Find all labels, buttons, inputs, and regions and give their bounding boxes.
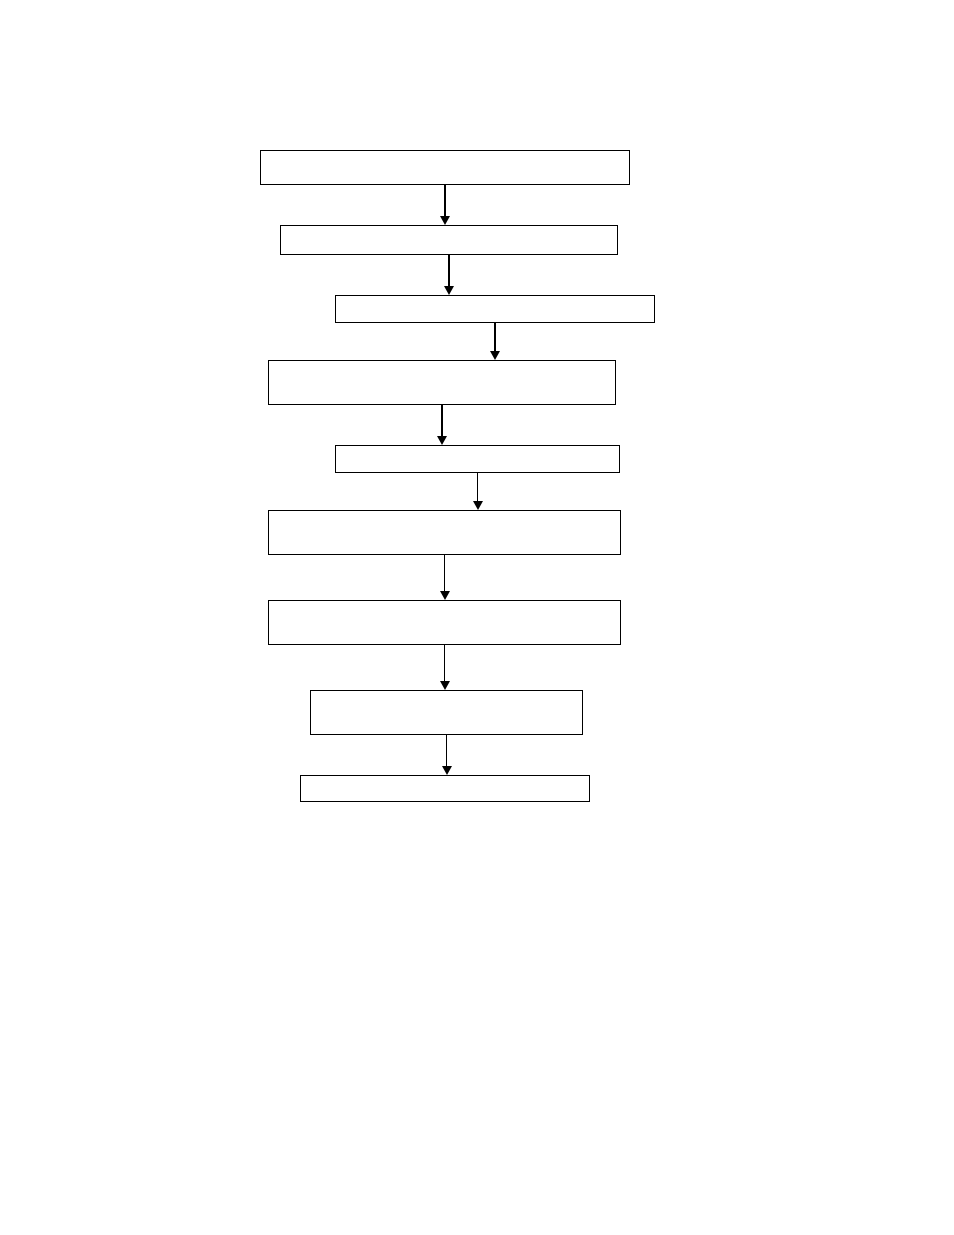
- arrow-down-icon: [437, 436, 447, 445]
- arrow-down-icon: [444, 286, 454, 295]
- arrow-down-icon: [490, 351, 500, 360]
- flowchart-edge: [444, 185, 446, 216]
- flowchart-edge: [446, 735, 448, 766]
- flowchart-node: [268, 360, 616, 405]
- flowchart-edge: [444, 645, 446, 681]
- flowchart-node: [268, 600, 621, 645]
- flowchart-edge: [477, 473, 479, 501]
- arrow-down-icon: [440, 681, 450, 690]
- flowchart-edge: [448, 255, 450, 286]
- flowchart-node: [260, 150, 630, 185]
- flowchart-node: [335, 445, 620, 473]
- flowchart-edge: [441, 405, 443, 436]
- flowchart-edge: [444, 555, 446, 591]
- arrow-down-icon: [473, 501, 483, 510]
- flowchart-canvas: [0, 0, 954, 1235]
- arrow-down-icon: [442, 766, 452, 775]
- flowchart-node: [335, 295, 655, 323]
- flowchart-node: [300, 775, 590, 802]
- arrow-down-icon: [440, 591, 450, 600]
- flowchart-node: [310, 690, 583, 735]
- arrow-down-icon: [440, 216, 450, 225]
- flowchart-edge: [494, 323, 496, 351]
- flowchart-node: [268, 510, 621, 555]
- flowchart-node: [280, 225, 618, 255]
